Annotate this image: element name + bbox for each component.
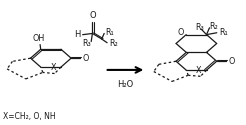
Text: R₂: R₂	[109, 40, 118, 48]
Text: R₃: R₃	[82, 40, 91, 48]
Text: O: O	[178, 28, 184, 37]
Text: R₁: R₁	[219, 28, 228, 37]
Text: O: O	[89, 12, 96, 20]
Text: O: O	[82, 54, 89, 63]
Text: R₃: R₃	[195, 23, 204, 32]
Text: R₂: R₂	[210, 22, 218, 31]
Text: OH: OH	[33, 34, 45, 43]
Text: X=CH₂, O, NH: X=CH₂, O, NH	[3, 112, 56, 121]
Text: H₂O: H₂O	[117, 80, 133, 89]
Text: H: H	[74, 30, 81, 39]
Text: R₁: R₁	[105, 28, 114, 37]
Text: X: X	[50, 63, 56, 72]
Text: O: O	[229, 57, 235, 66]
Text: X: X	[196, 66, 201, 75]
